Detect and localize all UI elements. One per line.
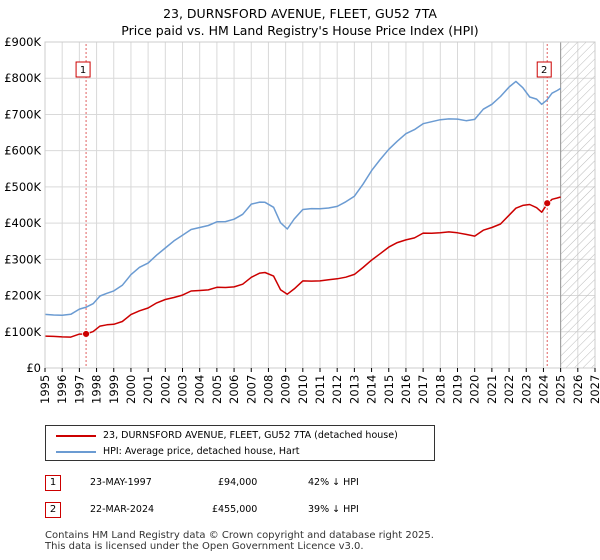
y-tick-label: £100K: [4, 325, 41, 339]
x-tick-label: 2019: [451, 375, 465, 404]
y-tick-label: £500K: [4, 180, 41, 194]
x-tick-label: 2018: [433, 375, 447, 404]
footer: Contains HM Land Registry data © Crown c…: [45, 530, 434, 552]
x-tick-label: 2013: [347, 375, 361, 404]
legend-swatch-red: [56, 435, 96, 437]
x-tick-label: 1999: [107, 375, 121, 404]
x-tick-label: 2010: [296, 375, 310, 404]
x-tick-label: 1998: [90, 375, 104, 404]
x-tick-label: 2005: [210, 375, 224, 404]
transaction-price: £94,000: [218, 477, 258, 488]
sale-point: [82, 330, 90, 338]
y-tick-label: £300K: [4, 252, 41, 266]
x-tick-label: 2003: [176, 375, 190, 404]
x-tick-label: 2001: [141, 375, 155, 404]
x-tick-label: 2008: [261, 375, 275, 404]
sale-label-box: [75, 61, 91, 78]
property-series-line: [44, 196, 561, 338]
x-tick-label: 2021: [485, 375, 499, 404]
footer-copyright: Contains HM Land Registry data © Crown c…: [45, 530, 434, 541]
x-tick-label: 2022: [502, 375, 516, 404]
x-tick-label: 2024: [536, 375, 550, 404]
footer-licence: This data is licensed under the Open Gov…: [45, 541, 364, 552]
x-tick-label: 2014: [365, 375, 379, 404]
x-tick-label: 2016: [399, 375, 413, 404]
chart-subtitle: Price paid vs. HM Land Registry's House …: [121, 23, 479, 38]
y-tick-label: £400K: [4, 216, 41, 230]
y-tick-label: £0: [26, 361, 41, 375]
x-tick-label: 2004: [193, 375, 207, 404]
x-tick-label: 1997: [72, 375, 86, 404]
y-tick-label: £200K: [4, 289, 41, 303]
transaction-price: £455,000: [212, 504, 258, 515]
x-tick-label: 2011: [313, 375, 327, 404]
sale-label-number: 1: [80, 65, 86, 76]
x-tick-label: 2020: [468, 375, 482, 404]
transaction-hpi-delta: 39% ↓ HPI: [308, 504, 359, 515]
y-tick-label: £800K: [4, 71, 41, 85]
x-tick-label: 2006: [227, 375, 241, 404]
x-tick-label: 2000: [124, 375, 138, 404]
hpi-series-line: [44, 80, 561, 316]
x-tick-label: 2027: [588, 375, 600, 404]
price-chart: £0 £100K £200K £300K £400K £500K £600K £700K £80…: [4, 35, 600, 404]
y-tick-label: £600K: [4, 144, 41, 158]
projection-hatch: [560, 42, 595, 368]
x-tick-label: 2023: [519, 375, 533, 404]
x-tick-label: 2015: [382, 375, 396, 404]
legend-swatch-blue: [56, 451, 96, 453]
x-tick-label: 2012: [330, 375, 344, 404]
sale-label-number: 2: [541, 65, 547, 76]
x-tick-label: 2002: [158, 375, 172, 404]
x-tick-label: 2017: [416, 375, 430, 404]
transaction-number: 1: [45, 475, 61, 491]
legend: 23, DURNSFORD AVENUE, FLEET, GU52 7TA (d…: [45, 425, 435, 461]
x-tick-label: 2009: [279, 375, 293, 404]
x-tick-label: 1995: [38, 375, 52, 404]
transaction-date: 22-MAR-2024: [90, 504, 155, 515]
y-tick-label: £700K: [4, 107, 41, 121]
legend-label-hpi: HPI: Average price, detached house, Hart: [103, 446, 300, 457]
legend-label-property: 23, DURNSFORD AVENUE, FLEET, GU52 7TA (d…: [103, 430, 398, 441]
y-tick-label: £900K: [4, 35, 41, 49]
sale-label-box: [536, 61, 552, 78]
chart-title: 23, DURNSFORD AVENUE, FLEET, GU52 7TA: [163, 6, 437, 21]
x-tick-label: 2026: [571, 375, 585, 404]
transaction-number: 2: [45, 502, 61, 518]
x-tick-label: 2025: [554, 375, 568, 404]
x-tick-label: 2007: [244, 375, 258, 404]
transaction-hpi-delta: 42% ↓ HPI: [308, 477, 359, 488]
sale-point: [543, 199, 552, 208]
transaction-date: 23-MAY-1997: [90, 477, 152, 488]
x-tick-label: 1996: [55, 375, 69, 404]
